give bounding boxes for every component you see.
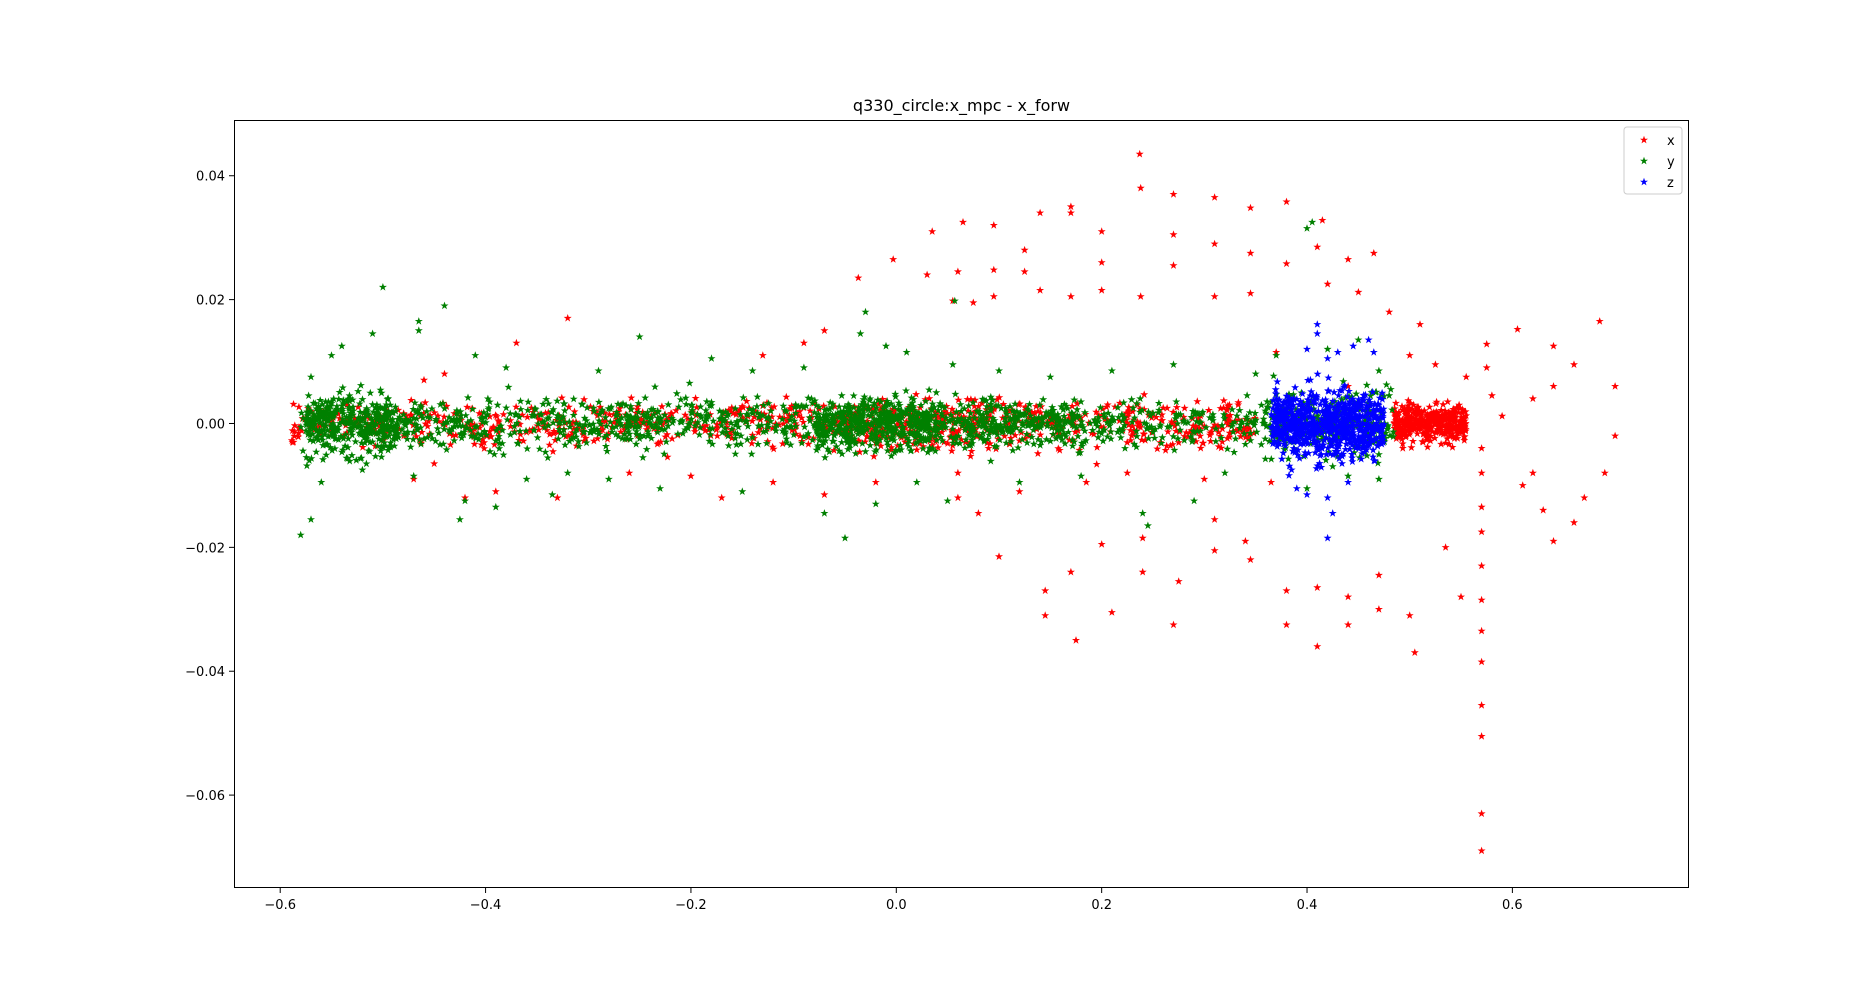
x-tick-label: 0.2	[1091, 898, 1112, 913]
y-tick-label: 0.02	[196, 294, 225, 309]
x-tick-label: −0.4	[470, 898, 502, 913]
x-tick-label: −0.6	[264, 898, 296, 913]
x-tick-label: −0.2	[675, 898, 707, 913]
y-tick-label: 0.00	[196, 417, 225, 432]
chart-title: q330_circle:x_mpc - x_forw	[853, 96, 1070, 116]
legend-box	[1623, 126, 1683, 195]
y-axis: 0.04 0.02 0.00 −0.02 −0.04 −0.06	[185, 170, 234, 804]
x-axis: −0.6 −0.4 −0.2 0.0 0.2 0.4 0.6	[264, 888, 1523, 913]
x-tick-label: 0.4	[1297, 898, 1318, 913]
legend-label-x: x	[1667, 134, 1675, 149]
y-tick-label: 0.04	[196, 170, 225, 185]
y-tick-label: −0.02	[185, 541, 225, 556]
x-tick-label: 0.6	[1502, 898, 1523, 913]
legend-entry-x: x	[1640, 134, 1675, 149]
axes-frame	[234, 120, 1689, 888]
y-tick-label: −0.06	[185, 789, 225, 804]
legend-label-y: y	[1667, 155, 1675, 170]
legend-label-z: z	[1667, 176, 1674, 191]
legend-entry-z: z	[1640, 176, 1674, 191]
legend-entry-y: y	[1640, 155, 1675, 170]
y-tick-label: −0.04	[185, 665, 225, 680]
legend: x y z	[1623, 126, 1683, 195]
x-tick-label: 0.0	[886, 898, 907, 913]
